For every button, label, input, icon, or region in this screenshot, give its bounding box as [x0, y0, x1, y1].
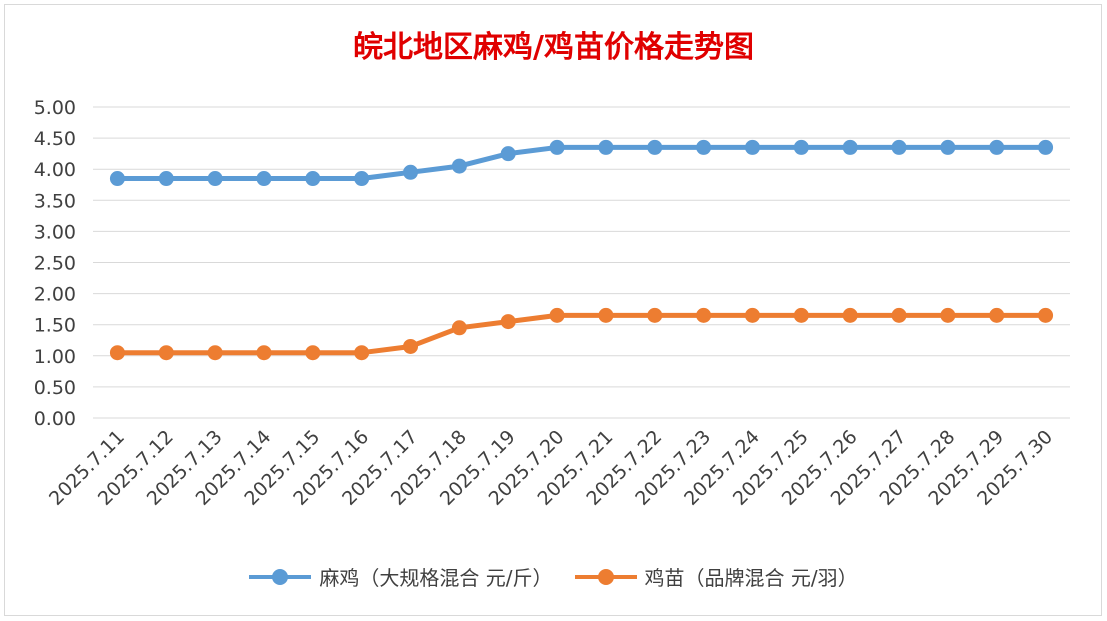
data-point-series-1[interactable] — [354, 171, 370, 187]
data-point-series-2[interactable] — [842, 307, 858, 323]
data-point-series-2[interactable] — [696, 307, 712, 323]
y-tick-label: 3.50 — [34, 190, 76, 212]
legend-marker-series-1 — [249, 567, 312, 587]
data-point-series-2[interactable] — [158, 345, 174, 361]
data-point-series-1[interactable] — [744, 139, 760, 155]
y-tick-label: 4.00 — [34, 159, 76, 181]
data-point-series-2[interactable] — [403, 338, 419, 354]
y-tick-label: 0.00 — [34, 408, 76, 430]
data-point-series-2[interactable] — [647, 307, 663, 323]
data-point-series-1[interactable] — [842, 139, 858, 155]
data-point-series-1[interactable] — [940, 139, 956, 155]
y-tick-label: 1.50 — [34, 315, 76, 337]
y-tick-label: 5.00 — [34, 97, 76, 119]
legend-item-series-1[interactable]: 麻鸡（大规格混合 元/斤） — [249, 562, 553, 591]
series-points — [109, 139, 1054, 361]
data-point-series-1[interactable] — [109, 171, 125, 187]
data-point-series-1[interactable] — [989, 139, 1005, 155]
data-point-series-2[interactable] — [256, 345, 272, 361]
y-tick-label: 0.50 — [34, 377, 76, 399]
y-tick-label: 4.50 — [34, 128, 76, 150]
data-point-series-2[interactable] — [305, 345, 321, 361]
y-tick-label: 2.50 — [34, 253, 76, 275]
data-point-series-1[interactable] — [598, 139, 614, 155]
y-tick-label: 2.00 — [34, 284, 76, 306]
legend: 麻鸡（大规格混合 元/斤） 鸡苗（品牌混合 元/羽） — [0, 562, 1107, 591]
data-point-series-1[interactable] — [1038, 139, 1054, 155]
y-tick-label: 1.00 — [34, 346, 76, 368]
data-point-series-2[interactable] — [891, 307, 907, 323]
data-point-series-1[interactable] — [793, 139, 809, 155]
x-axis-ticks: 2025.7.112025.7.122025.7.132025.7.142025… — [45, 426, 1057, 510]
data-point-series-1[interactable] — [891, 139, 907, 155]
y-tick-label: 3.00 — [34, 221, 76, 243]
legend-marker-series-2 — [574, 567, 637, 587]
series-line-1 — [114, 144, 1049, 182]
data-point-series-1[interactable] — [696, 139, 712, 155]
data-point-series-2[interactable] — [109, 345, 125, 361]
series-line-2 — [114, 312, 1049, 356]
data-point-series-2[interactable] — [451, 320, 467, 336]
legend-label-series-1: 麻鸡（大规格混合 元/斤） — [319, 566, 553, 590]
data-point-series-1[interactable] — [451, 158, 467, 174]
data-point-series-2[interactable] — [989, 307, 1005, 323]
series-lines — [114, 144, 1049, 356]
data-point-series-2[interactable] — [744, 307, 760, 323]
data-point-series-1[interactable] — [647, 139, 663, 155]
data-point-series-2[interactable] — [1038, 307, 1054, 323]
legend-label-series-2: 鸡苗（品牌混合 元/羽） — [644, 566, 858, 590]
data-point-series-2[interactable] — [549, 307, 565, 323]
gridlines — [93, 106, 1070, 419]
data-point-series-1[interactable] — [403, 164, 419, 180]
data-point-series-1[interactable] — [256, 171, 272, 187]
data-point-series-2[interactable] — [940, 307, 956, 323]
data-point-series-2[interactable] — [598, 307, 614, 323]
data-point-series-1[interactable] — [158, 171, 174, 187]
data-point-series-2[interactable] — [207, 345, 223, 361]
data-point-series-1[interactable] — [549, 139, 565, 155]
data-point-series-2[interactable] — [354, 345, 370, 361]
data-point-series-1[interactable] — [305, 171, 321, 187]
y-axis-ticks: 0.00 0.50 1.00 1.50 2.00 2.50 3.00 3.50 4.00 4.50… — [34, 97, 76, 430]
data-point-series-2[interactable] — [500, 314, 516, 330]
data-point-series-2[interactable] — [793, 307, 809, 323]
chart-title: 皖北地区麻鸡/鸡苗价格走势图 — [353, 30, 754, 65]
legend-item-series-2[interactable]: 鸡苗（品牌混合 元/羽） — [574, 562, 858, 591]
data-point-series-1[interactable] — [207, 171, 223, 187]
data-point-series-1[interactable] — [500, 146, 516, 162]
